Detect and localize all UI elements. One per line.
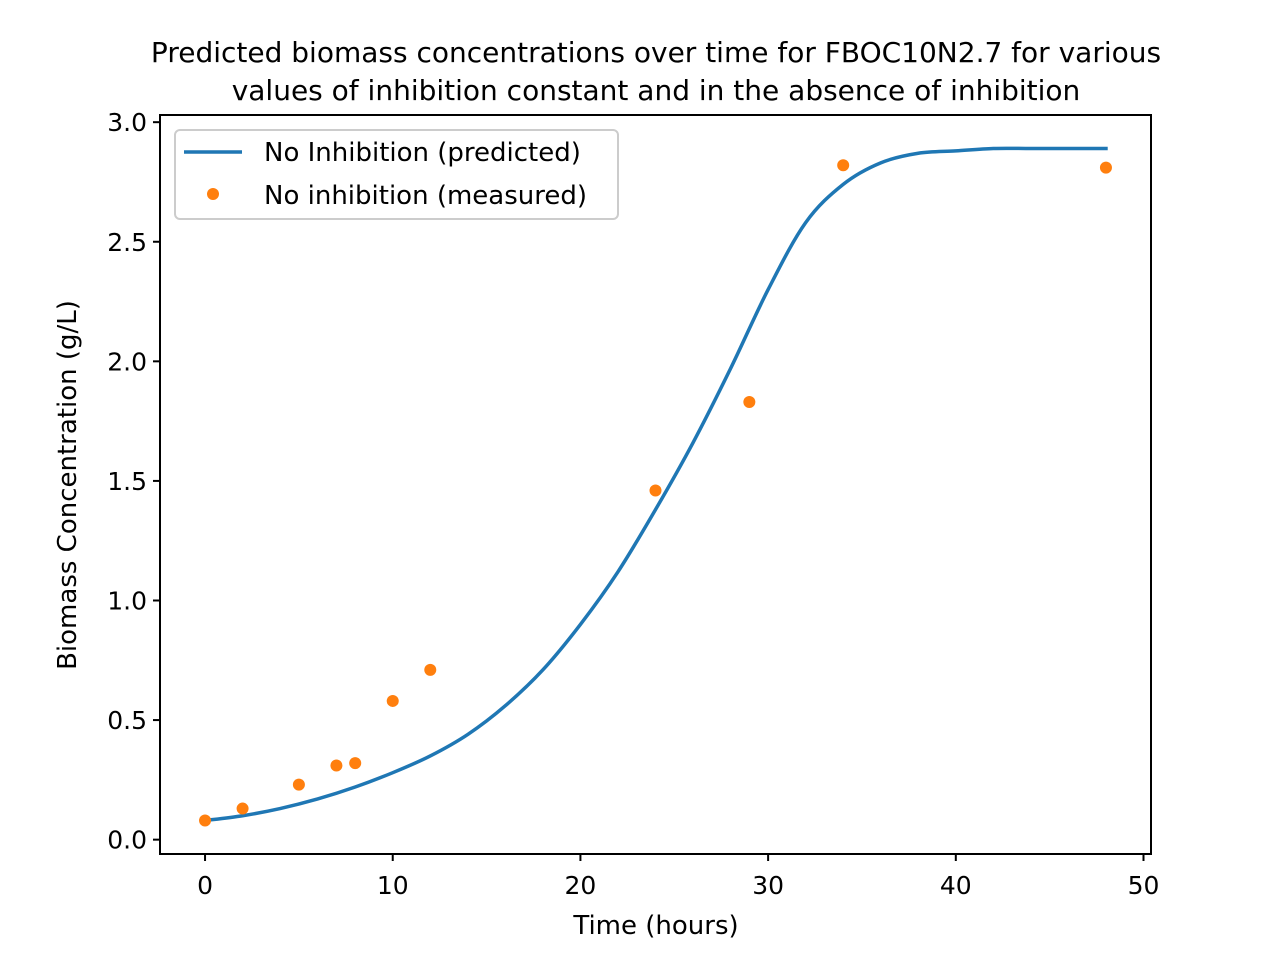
y-axis-label: Biomass Concentration (g/L) bbox=[53, 300, 83, 670]
measured-data-point bbox=[837, 159, 850, 172]
measured-data-point bbox=[330, 759, 343, 772]
measured-data-point bbox=[1099, 161, 1112, 174]
x-axis-label: Time (hours) bbox=[572, 911, 738, 941]
x-tick-label: 10 bbox=[377, 871, 409, 900]
legend-predicted-label: No Inhibition (predicted) bbox=[264, 138, 581, 168]
measured-data-point bbox=[649, 484, 662, 497]
y-tick-label: 0.0 bbox=[107, 826, 147, 855]
legend-measured-swatch bbox=[207, 188, 219, 200]
chart-title-line-1: Predicted biomass concentrations over ti… bbox=[150, 36, 1162, 69]
y-tick-label: 3.0 bbox=[107, 108, 147, 137]
chart-title-line-2: values of inhibition constant and in the… bbox=[231, 74, 1081, 107]
series-layer bbox=[199, 146, 1112, 827]
y-axis-ticks: 0.0 0.5 1.0 1.5 2.0 2.5 3.0 bbox=[107, 108, 160, 855]
x-tick-label: 40 bbox=[940, 871, 972, 900]
measured-series-points bbox=[199, 159, 1112, 827]
legend-measured-label: No inhibition (measured) bbox=[264, 181, 587, 211]
measured-data-point bbox=[236, 802, 249, 815]
plot-frame bbox=[159, 114, 1152, 855]
legend-box bbox=[174, 129, 619, 220]
predicted-series-line bbox=[203, 146, 1108, 823]
measured-data-point bbox=[386, 694, 399, 707]
measured-data-point bbox=[199, 814, 212, 827]
y-tick-label: 1.0 bbox=[107, 586, 147, 615]
measured-data-point bbox=[424, 663, 437, 676]
x-axis-ticks: 0 10 20 30 40 50 bbox=[197, 854, 1159, 900]
x-tick-label: 50 bbox=[1128, 871, 1160, 900]
x-tick-label: 30 bbox=[752, 871, 784, 900]
x-tick-label: 20 bbox=[565, 871, 597, 900]
y-tick-label: 1.5 bbox=[107, 467, 147, 496]
x-tick-label: 0 bbox=[197, 871, 213, 900]
measured-data-point bbox=[743, 395, 756, 408]
y-tick-label: 2.5 bbox=[107, 228, 147, 257]
measured-data-point bbox=[292, 778, 305, 791]
measured-data-point bbox=[349, 757, 362, 770]
y-tick-label: 0.5 bbox=[107, 706, 147, 735]
legend: No Inhibition (predicted) No inhibition … bbox=[174, 129, 619, 220]
y-tick-label: 2.0 bbox=[107, 347, 147, 376]
